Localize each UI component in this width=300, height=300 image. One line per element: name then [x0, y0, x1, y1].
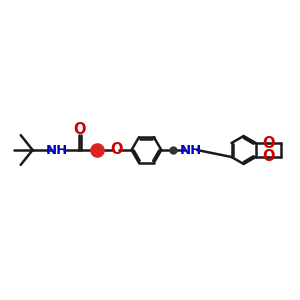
- Text: O: O: [110, 142, 122, 158]
- Text: NH: NH: [46, 143, 68, 157]
- Text: O: O: [262, 149, 274, 164]
- Text: O: O: [262, 136, 274, 151]
- Text: O: O: [74, 122, 86, 137]
- Text: NH: NH: [180, 143, 202, 157]
